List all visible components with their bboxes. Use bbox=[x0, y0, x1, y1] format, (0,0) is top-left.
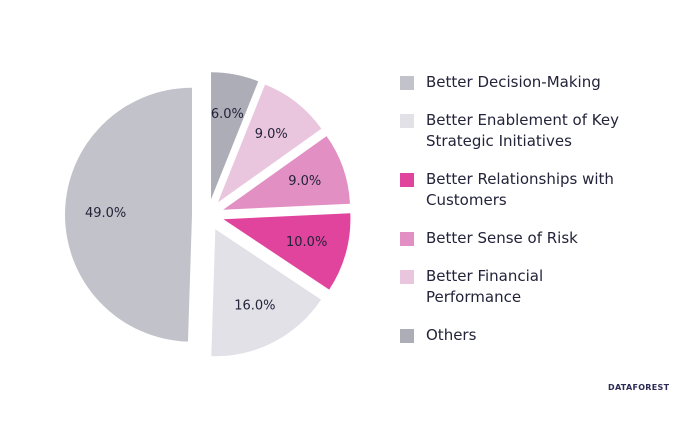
legend-item: Better Decision-Making bbox=[400, 72, 640, 93]
legend-label: Better Sense of Risk bbox=[426, 229, 578, 247]
slice-label: 9.0% bbox=[288, 174, 321, 189]
watermark: DATAFOREST bbox=[608, 383, 670, 392]
legend-item: Better Relationships with Customers bbox=[400, 169, 640, 211]
legend-swatch bbox=[400, 232, 414, 246]
slice-label: 6.0% bbox=[211, 107, 244, 122]
legend-swatch bbox=[400, 270, 414, 284]
legend-label: Better Decision-Making bbox=[426, 73, 601, 91]
pie-slice bbox=[223, 213, 351, 290]
slice-label: 16.0% bbox=[234, 298, 275, 313]
legend-item: Better Enablement of Key Strategic Initi… bbox=[400, 110, 640, 152]
legend-swatch bbox=[400, 114, 414, 128]
legend-item: Better Sense of Risk bbox=[400, 228, 640, 249]
pie-slice bbox=[65, 87, 193, 342]
legend-item: Better Financial Performance bbox=[400, 266, 640, 308]
legend-item: Others bbox=[400, 325, 640, 346]
pie-slice bbox=[217, 84, 322, 203]
legend-swatch bbox=[400, 329, 414, 343]
pie-slice bbox=[211, 72, 259, 200]
slice-label: 49.0% bbox=[85, 206, 126, 221]
slice-label: 10.0% bbox=[286, 235, 327, 250]
pie-slice bbox=[223, 136, 350, 210]
legend-label: Better Relationships with Customers bbox=[426, 170, 614, 209]
legend-label: Better Financial Performance bbox=[426, 267, 544, 306]
legend-swatch bbox=[400, 173, 414, 187]
legend-swatch bbox=[400, 76, 414, 90]
legend-label: Better Enablement of Key Strategic Initi… bbox=[426, 111, 619, 150]
legend: Better Decision-Making Better Enablement … bbox=[400, 72, 640, 346]
slice-label: 9.0% bbox=[255, 127, 288, 142]
pie-slice bbox=[211, 229, 322, 357]
legend-label: Others bbox=[426, 326, 477, 344]
